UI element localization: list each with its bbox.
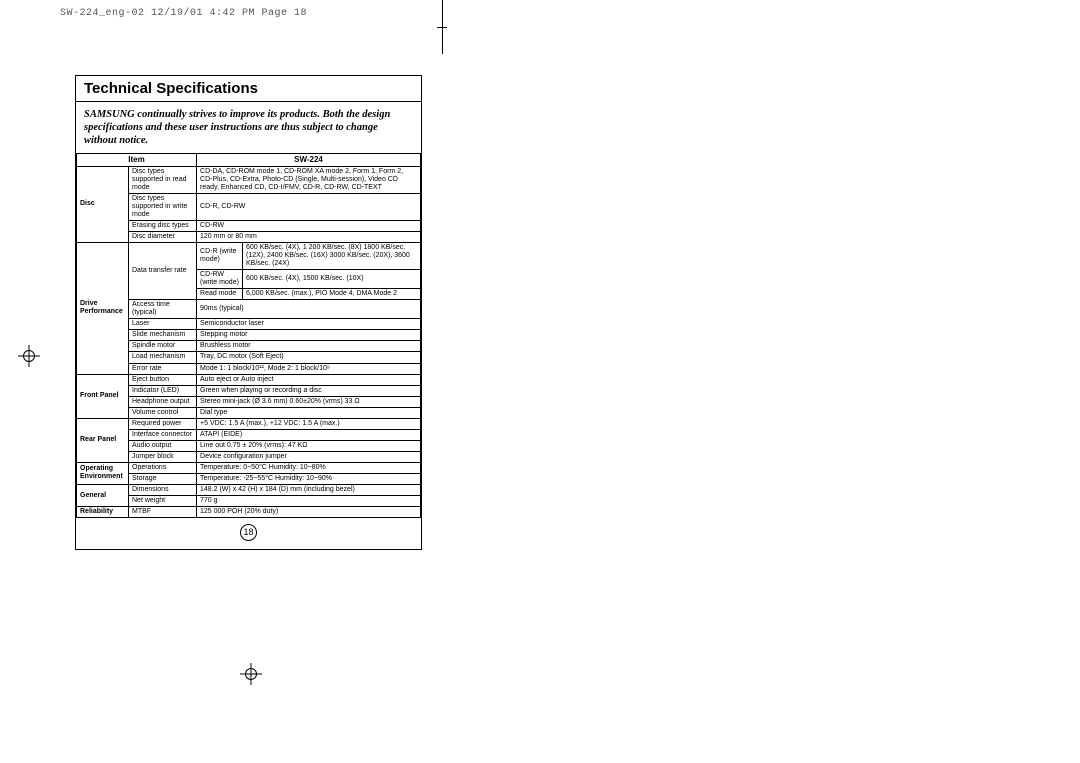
head-item: Item [77,154,197,166]
sub-hp: Headphone output [129,396,197,407]
table-row: Jumper block Device configuration jumper [77,451,421,462]
sub-if: Interface connector [129,429,197,440]
cat-gen: General [77,485,129,507]
page-title: Technical Specifications [84,80,413,97]
table-row: Drive Performance Data transfer rate CD-… [77,242,421,269]
table-row: General Dimensions 148.2 (W) x 42 (H) x … [77,485,421,496]
val-write: CD-R, CD-RW [197,193,421,220]
val-eject: Auto eject or Auto inject [197,374,421,385]
val-dim: 148.2 (W) x 42 (H) x 184 (D) mm (includi… [197,485,421,496]
cat-front: Front Panel [77,374,129,418]
val-cdr: 600 KB/sec. (4X), 1 200 KB/sec. (8X) 180… [243,242,421,269]
page-container: Technical Specifications SAMSUNG continu… [75,75,422,550]
table-row: Storage Temperature: -25~55°C Humidity: … [77,473,421,484]
sub-cdr: CD-R (write mode) [197,242,243,269]
val-read: CD-DA, CD-ROM mode 1, CD-ROM XA mode 2, … [197,166,421,193]
sub-write: Disc types supported in write mode [129,193,197,220]
registration-mark-bottom [240,663,262,685]
val-audio: Line out 0.75 ± 20% (vrms): 47 KΩ [197,440,421,451]
val-diam: 120 mm or 80 mm [197,231,421,242]
table-row: Load mechanism Tray, DC motor (Soft Ejec… [77,352,421,363]
val-pwr: +5 VDC: 1.5 A (max.), +12 VDC: 1.5 A (ma… [197,418,421,429]
val-cdrw: 600 KB/sec. (4X), 1500 KB/sec. (10X) [243,270,421,289]
head-model: SW-224 [197,154,421,166]
table-row: Indicator (LED) Green when playing or re… [77,385,421,396]
sub-audio: Audio output [129,440,197,451]
sub-led: Indicator (LED) [129,385,197,396]
sub-read: Disc types supported in read mode [129,166,197,193]
sub-spindle: Spindle motor [129,341,197,352]
val-vol: Dial type [197,407,421,418]
table-row: Operating Environment Operations Tempera… [77,462,421,473]
table-row: Disc Disc types supported in read mode C… [77,166,421,193]
val-slide: Stepping motor [197,330,421,341]
table-row: Spindle motor Brushless motor [77,341,421,352]
sub-readmode: Read mode [197,289,243,300]
table-row: Error rate Mode 1: 1 block/10¹², Mode 2:… [77,363,421,374]
val-op: Temperature: 0~50°C Humidity: 10~80% [197,462,421,473]
registration-mark-left [18,345,40,367]
sub-error: Error rate [129,363,197,374]
sub-vol: Volume control [129,407,197,418]
sub-access: Access time (typical) [129,300,197,319]
sub-dim: Dimensions [129,485,197,496]
file-header: SW-224_eng-02 12/19/01 4:42 PM Page 18 [60,8,307,19]
cat-rear: Rear Panel [77,418,129,462]
val-mtbf: 125 000 POH (20% duty) [197,507,421,518]
sub-jmp: Jumper block [129,451,197,462]
val-st: Temperature: -25~55°C Humidity: 10~90% [197,473,421,484]
table-row: Interface connector ATAPI (EIDE) [77,429,421,440]
sub-eject: Eject button [129,374,197,385]
intro-text: SAMSUNG continually strives to improve i… [76,102,421,153]
sub-st: Storage [129,473,197,484]
table-row: Front Panel Eject button Auto eject or A… [77,374,421,385]
val-laser: Semiconductor laser [197,319,421,330]
sub-laser: Laser [129,319,197,330]
table-row: Disc types supported in write mode CD-R,… [77,193,421,220]
cat-env: Operating Environment [77,462,129,484]
val-led: Green when playing or recording a disc [197,385,421,396]
table-row: Slide mechanism Stepping motor [77,330,421,341]
val-erase: CD-RW [197,220,421,231]
spec-table: Item SW-224 Disc Disc types supported in… [76,153,421,518]
val-jmp: Device configuration jumper [197,451,421,462]
table-row: Laser Semiconductor laser [77,319,421,330]
val-readmode: 6,000 KB/sec. (max.), PIO Mode 4, DMA Mo… [243,289,421,300]
table-row: Net weight 770 g [77,496,421,507]
sub-dtr: Data transfer rate [129,242,197,299]
sub-pwr: Required power [129,418,197,429]
crop-mark-tick [437,27,447,28]
cat-rel: Reliability [77,507,129,518]
table-row: Audio output Line out 0.75 ± 20% (vrms):… [77,440,421,451]
val-if: ATAPI (EIDE) [197,429,421,440]
val-load: Tray, DC motor (Soft Eject) [197,352,421,363]
sub-erase: Erasing disc types [129,220,197,231]
table-row: Volume control Dial type [77,407,421,418]
page-number-wrap: 18 [76,518,421,549]
table-head-row: Item SW-224 [77,154,421,166]
table-row: Rear Panel Required power +5 VDC: 1.5 A … [77,418,421,429]
sub-diam: Disc diameter [129,231,197,242]
page-number: 18 [240,524,257,541]
table-row: Headphone output Stereo mini-jack (Ø 3.6… [77,396,421,407]
sub-slide: Slide mechanism [129,330,197,341]
table-row: Erasing disc types CD-RW [77,220,421,231]
title-bar: Technical Specifications [76,76,421,102]
table-row: Disc diameter 120 mm or 80 mm [77,231,421,242]
cat-drive: Drive Performance [77,242,129,374]
val-spindle: Brushless motor [197,341,421,352]
sub-cdrw: CD-RW (write mode) [197,270,243,289]
val-netw: 770 g [197,496,421,507]
sub-load: Load mechanism [129,352,197,363]
sub-netw: Net weight [129,496,197,507]
table-row: Reliability MTBF 125 000 POH (20% duty) [77,507,421,518]
val-error: Mode 1: 1 block/10¹², Mode 2: 1 block/10… [197,363,421,374]
table-row: Access time (typical) 90ms (typical) [77,300,421,319]
cat-disc: Disc [77,166,129,242]
sub-op: Operations [129,462,197,473]
val-access: 90ms (typical) [197,300,421,319]
sub-mtbf: MTBF [129,507,197,518]
val-hp: Stereo mini-jack (Ø 3.6 mm) 0.60±20% (vr… [197,396,421,407]
